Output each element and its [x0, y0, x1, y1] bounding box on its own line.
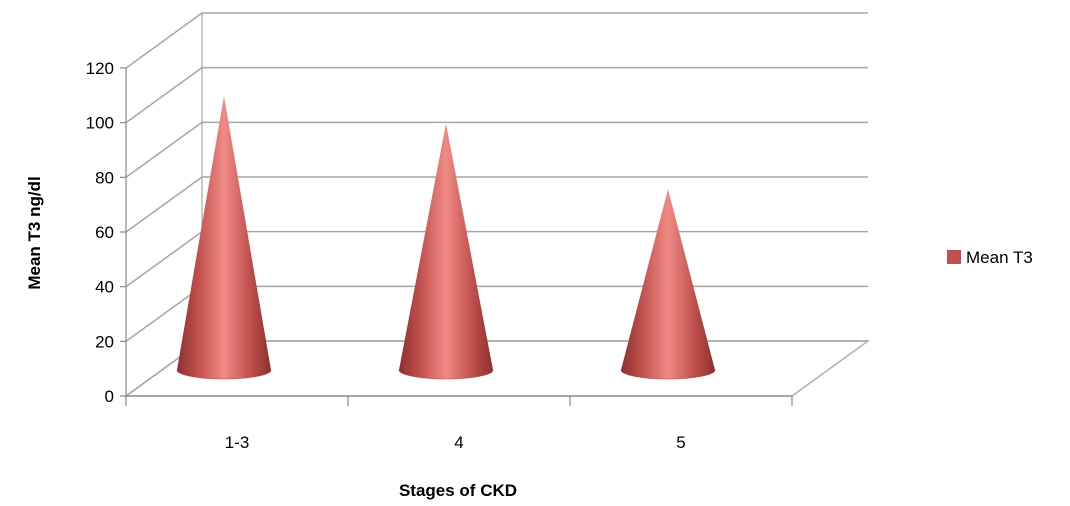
- cone-5: [620, 189, 716, 380]
- y-tick-label: 60: [95, 223, 114, 242]
- x-tick-label: 1-3: [225, 433, 250, 452]
- y-axis-title: Mean T3 ng/dl: [25, 176, 44, 289]
- y-tick-label: 40: [95, 278, 114, 297]
- legend-swatch: [947, 250, 961, 264]
- gridline: [125, 12, 868, 69]
- y-tick-label: 120: [86, 59, 114, 78]
- cone-body: [399, 123, 493, 379]
- y-tick-label: 0: [105, 387, 114, 406]
- axes: [120, 67, 793, 406]
- cone-base-edge: [620, 369, 716, 380]
- x-axis-title: Stages of CKD: [399, 481, 517, 500]
- cone-base-edge: [398, 369, 494, 380]
- tick-labels: 0 20 40 60 80 100 120 1-3 4 5: [86, 59, 686, 452]
- cone-4: [398, 123, 494, 380]
- legend: Mean T3: [947, 248, 1033, 267]
- x-tick-label: 4: [454, 433, 463, 452]
- cone-body: [621, 189, 715, 379]
- cone-body: [177, 96, 271, 380]
- gridline: [125, 121, 868, 178]
- y-tick-label: 80: [95, 168, 114, 187]
- cones: [176, 96, 716, 380]
- y-tick-label: 100: [86, 114, 114, 133]
- legend-label: Mean T3: [966, 248, 1033, 267]
- cone-1-3: [176, 96, 272, 380]
- cone-base-edge: [176, 369, 272, 380]
- y-tick-label: 20: [95, 332, 114, 351]
- gridline: [125, 66, 868, 124]
- x-tick-label: 5: [676, 433, 685, 452]
